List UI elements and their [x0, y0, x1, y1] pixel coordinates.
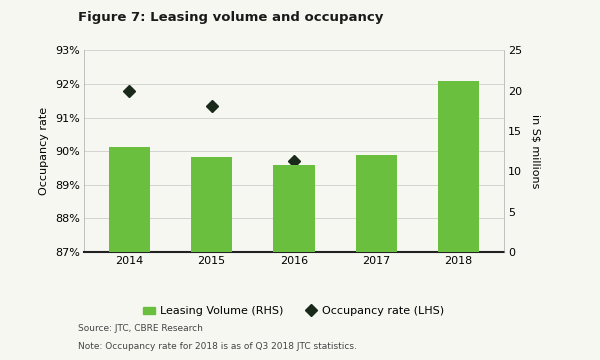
Text: Note: Occupancy rate for 2018 is as of Q3 2018 JTC statistics.: Note: Occupancy rate for 2018 is as of Q… [78, 342, 357, 351]
Bar [274, 165, 314, 252]
Bar [438, 81, 479, 252]
Y-axis label: in S$ millions: in S$ millions [530, 114, 541, 188]
Text: Source: JTC, CBRE Research: Source: JTC, CBRE Research [78, 324, 203, 333]
Bar [356, 155, 397, 252]
Bar [191, 157, 232, 252]
Bar [109, 147, 150, 252]
Y-axis label: Occupancy rate: Occupancy rate [40, 107, 49, 195]
Legend: Leasing Volume (RHS), Occupancy rate (LHS): Leasing Volume (RHS), Occupancy rate (LH… [139, 302, 449, 321]
Text: Figure 7: Leasing volume and occupancy: Figure 7: Leasing volume and occupancy [78, 11, 383, 24]
